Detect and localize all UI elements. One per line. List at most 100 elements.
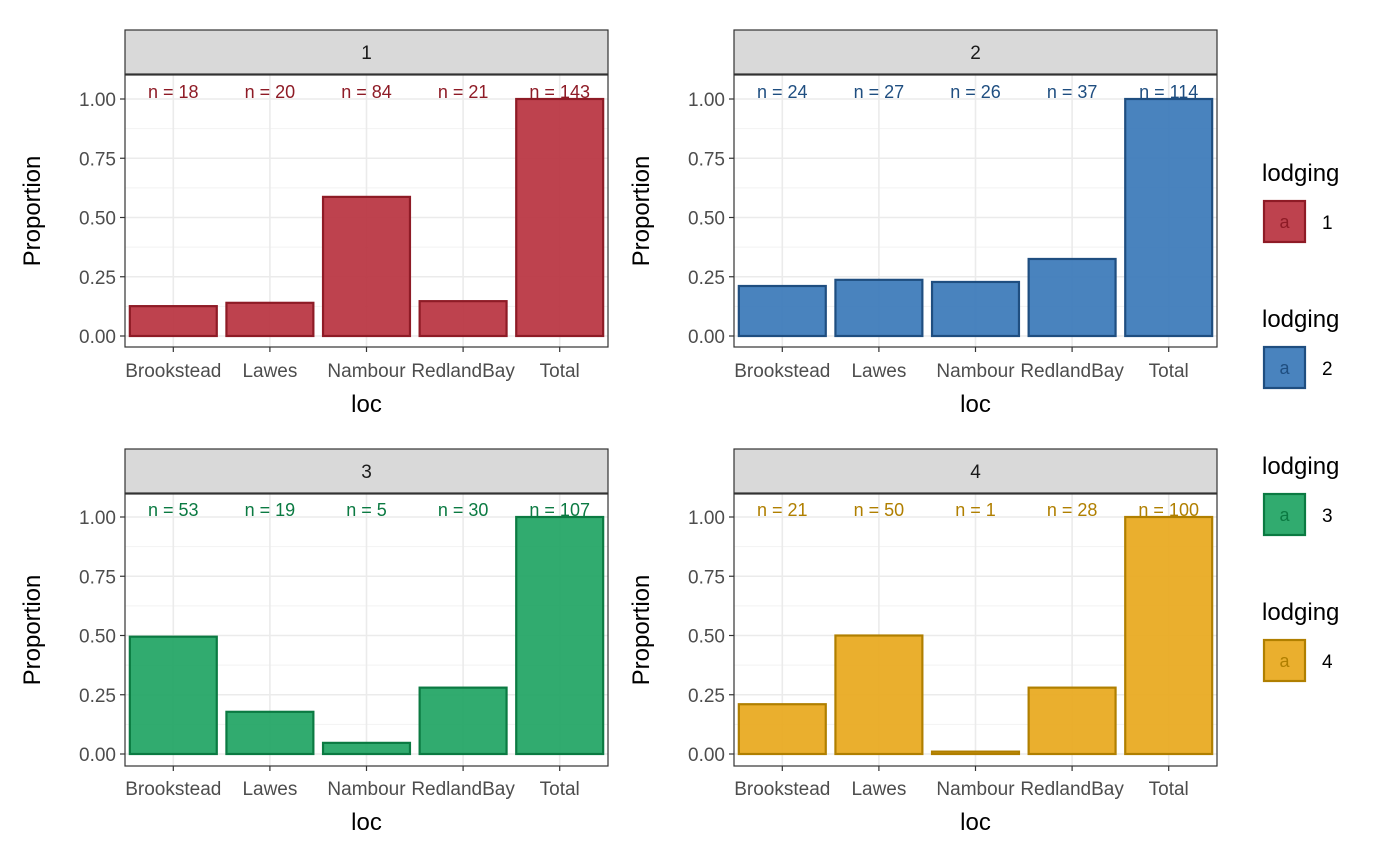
legend-key-glyph: a [1279,358,1290,378]
data-label-n: n = 30 [438,500,489,520]
x-axis-title: loc [960,391,991,418]
bar-RedlandBay [418,300,508,338]
bar-RedlandBay [1027,257,1117,338]
y-tick-label: 0.00 [688,745,725,766]
bar-Lawes [225,301,315,338]
legend-key-glyph: a [1279,212,1290,232]
data-label-n: n = 84 [341,82,392,102]
bar-Nambour [321,741,412,756]
bar-Brookstead [737,703,827,756]
legend-key-glyph: a [1279,505,1290,525]
data-label-n: n = 1 [955,500,996,520]
x-tick-label: Brookstead [734,361,830,382]
x-tick-label: RedlandBay [1020,361,1124,382]
data-label-n: n = 107 [529,500,590,520]
bar-Lawes [834,634,924,756]
x-tick-label: Lawes [242,361,297,382]
data-label-n: n = 27 [854,82,905,102]
bar-Total [1124,97,1214,338]
data-label-n: n = 143 [529,82,590,102]
x-tick-label: Total [540,779,580,800]
facet-strip [124,448,609,494]
bar-Nambour [930,750,1021,756]
facet-strip-label: 1 [361,43,372,64]
x-tick-label: Lawes [851,361,906,382]
x-tick-label: Lawes [851,779,906,800]
bar-Brookstead [128,305,218,338]
y-tick-label: 0.75 [688,149,725,170]
bar-Lawes [225,710,315,756]
y-tick-label: 0.00 [79,327,116,348]
y-axis-title: Proportion [628,575,655,686]
x-tick-label: Brookstead [734,779,830,800]
bar-Nambour [930,280,1021,338]
x-axis-title: loc [351,809,382,836]
x-tick-label: Total [1149,361,1189,382]
facet-strip [124,29,609,75]
y-tick-label: 1.00 [79,508,116,529]
y-tick-label: 1.00 [688,90,725,111]
x-tick-label: Nambour [936,361,1015,382]
y-axis-title: Proportion [19,575,46,686]
y-tick-label: 0.75 [688,567,725,588]
y-tick-label: 0.50 [688,627,725,648]
data-label-n: n = 18 [148,82,199,102]
y-tick-label: 0.75 [79,567,116,588]
legend-2: lodging a 2 [1262,306,1339,390]
legend-label: 1 [1322,213,1333,234]
legend-1: lodging a 1 [1262,160,1339,244]
bar-Nambour [321,195,412,338]
data-label-n: n = 24 [757,82,808,102]
facet-panel-1: 1 n = 18 n = 20 n = 84 n = 21 n = 143 0.00 0.25… [19,29,609,418]
legend-3: lodging a 3 [1262,453,1339,537]
x-tick-label: RedlandBay [1020,779,1124,800]
data-label-n: n = 28 [1047,500,1098,520]
data-label-n: n = 5 [346,500,387,520]
x-tick-label: Brookstead [125,779,221,800]
data-label-n: n = 37 [1047,82,1098,102]
x-axis-title: loc [960,809,991,836]
y-tick-label: 1.00 [688,508,725,529]
legend-title: lodging [1262,306,1339,333]
y-tick-label: 0.00 [79,745,116,766]
data-label-n: n = 53 [148,500,199,520]
legend-key [1262,638,1307,683]
facet-panel-2: 2 n = 24 n = 27 n = 26 n = 37 n = 114 0.00 0.25… [628,29,1218,418]
legend-title: lodging [1262,160,1339,187]
bar-RedlandBay [418,686,508,756]
legend-label: 3 [1322,506,1333,527]
legend-4: lodging a 4 [1262,599,1339,683]
bar-Brookstead [128,635,218,756]
x-tick-label: Total [1149,779,1189,800]
y-axis-title: Proportion [19,156,46,267]
legend-title: lodging [1262,599,1339,626]
y-tick-label: 0.00 [688,327,725,348]
x-tick-label: Nambour [327,361,406,382]
data-label-n: n = 26 [950,82,1001,102]
data-label-n: n = 21 [757,500,808,520]
bar-Brookstead [737,284,827,338]
y-tick-label: 0.25 [79,268,116,289]
x-tick-label: Nambour [936,779,1015,800]
facet-strip [733,29,1218,75]
facet-panel-4: 4 n = 21 n = 50 n = 1 n = 28 n = 100 0.00 0.25 0… [628,448,1218,836]
y-axis-title: Proportion [628,156,655,267]
legend-label: 4 [1322,652,1333,673]
data-label-n: n = 50 [854,500,905,520]
y-tick-label: 0.50 [79,209,116,230]
facet-strip-label: 2 [970,43,981,64]
facet-strip-label: 4 [970,462,981,483]
x-tick-label: Brookstead [125,361,221,382]
x-tick-label: RedlandBay [411,779,515,800]
x-tick-label: Nambour [327,779,406,800]
facet-panel-3: 3 n = 53 n = 19 n = 5 n = 30 n = 107 0.00 0.25 0… [19,448,609,836]
data-label-n: n = 21 [438,82,489,102]
bar-Total [515,97,605,338]
legend-key [1262,492,1307,537]
data-label-n: n = 19 [245,500,296,520]
x-tick-label: RedlandBay [411,361,515,382]
data-label-n: n = 20 [245,82,296,102]
legend-key [1262,345,1307,390]
legend-label: 2 [1322,359,1333,380]
